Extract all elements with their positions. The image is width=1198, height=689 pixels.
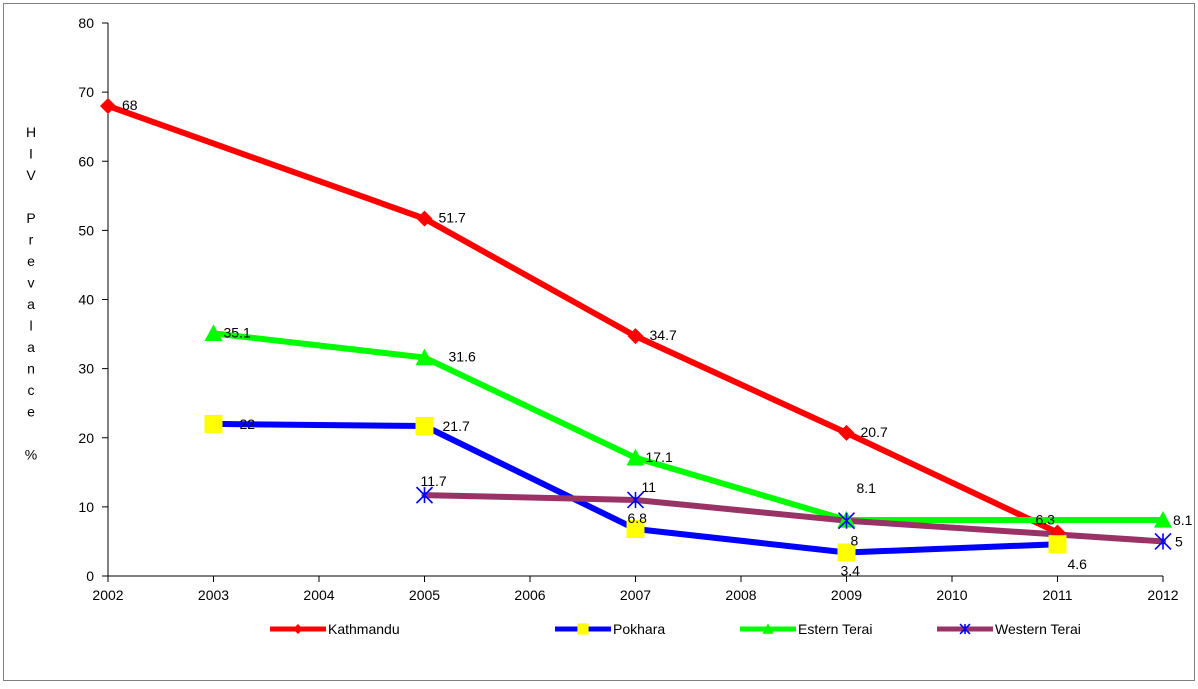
- data-label: 68: [122, 97, 138, 113]
- y-tick-label: 80: [78, 15, 94, 31]
- triangle-marker: [415, 348, 434, 366]
- y-axis-title-char: v: [28, 275, 35, 291]
- data-label: 3.4: [841, 562, 861, 578]
- axes: 0 10 20 30 40 50 60 70 80 2002 2003 2004 2005 2006 200…: [78, 15, 1178, 603]
- diamond-marker: [100, 97, 116, 114]
- chart-border: [3, 3, 1195, 681]
- data-label: 11.7: [421, 473, 447, 489]
- legend-label: Western Terai: [995, 621, 1081, 637]
- y-tick-label: 60: [78, 153, 94, 169]
- data-label: 6.8: [628, 510, 648, 526]
- data-label: 8.1: [857, 480, 877, 496]
- y-tick-label: 10: [78, 499, 94, 515]
- x-tick-label: 2008: [725, 587, 756, 603]
- square-marker: [577, 623, 589, 635]
- data-label: 22: [240, 416, 256, 432]
- asterisk-marker: [1154, 532, 1172, 551]
- legend-item-kathmandu: Kathmandu: [270, 621, 400, 637]
- x-tick-label: 2010: [936, 587, 967, 603]
- y-axis-title-char: V: [26, 167, 36, 183]
- y-axis-title-char: r: [29, 232, 34, 248]
- y-axis-title-char: I: [29, 146, 33, 162]
- y-tick-label: 40: [78, 292, 94, 308]
- asterisk-marker: [837, 512, 856, 530]
- data-label: 6.3: [1036, 511, 1056, 527]
- y-tick-label: 30: [78, 361, 94, 377]
- square-marker: [415, 416, 434, 435]
- legend-item-pokhara: Pokhara: [555, 621, 665, 637]
- asterisk-marker: [626, 491, 645, 509]
- y-tick-label: 20: [78, 430, 94, 446]
- data-label: 8.1: [1173, 512, 1193, 528]
- data-label: 51.7: [439, 210, 466, 226]
- asterisk-marker: [415, 486, 434, 504]
- legend-item-western-terai: Western Terai: [937, 621, 1081, 637]
- y-axis-title-char: c: [28, 382, 35, 398]
- diamond-marker: [838, 424, 855, 441]
- y-axis-title-char: %: [25, 447, 37, 463]
- series-markers: [100, 97, 1172, 562]
- y-axis-title-char: e: [27, 253, 35, 269]
- x-tick-label: 2012: [1147, 587, 1178, 603]
- y-axis-title-char: H: [26, 124, 36, 140]
- y-axis-title-char: a: [27, 296, 35, 312]
- data-label: 20.7: [861, 424, 888, 440]
- square-marker: [204, 414, 223, 433]
- data-label: 21.7: [443, 418, 470, 434]
- x-tick-label: 2009: [831, 587, 862, 603]
- data-label: 5: [1175, 533, 1183, 549]
- legend-label: Estern Terai: [798, 621, 872, 637]
- y-axis-title-char: a: [27, 339, 35, 355]
- triangle-marker: [1154, 511, 1172, 528]
- data-label: 4.6: [1068, 556, 1088, 572]
- x-tick-label: 2006: [514, 587, 545, 603]
- triangle-marker: [626, 448, 645, 466]
- legend-label: Pokhara: [613, 621, 665, 637]
- diamond-marker: [293, 624, 303, 634]
- x-tick-label: 2005: [409, 587, 440, 603]
- diamond-marker: [416, 210, 433, 227]
- x-tick-label: 2002: [92, 587, 123, 603]
- y-axis-title-char: n: [27, 361, 35, 377]
- square-marker: [626, 519, 645, 538]
- legend-item-estern-terai: Estern Terai: [740, 621, 872, 637]
- x-tick-label: 2007: [620, 587, 651, 603]
- y-tick-label: 0: [86, 568, 94, 584]
- square-marker: [1048, 535, 1067, 554]
- diamond-marker: [627, 328, 644, 345]
- data-label: 35.1: [224, 324, 251, 340]
- square-marker: [837, 543, 856, 562]
- y-axis-title-char: l: [29, 318, 32, 334]
- series-line-western-terai: [421, 492, 1166, 545]
- x-tick-label: 2003: [198, 587, 229, 603]
- data-label: 31.6: [449, 349, 476, 365]
- triangle-marker: [762, 623, 774, 634]
- x-tick-label: 2011: [1042, 587, 1072, 603]
- asterisk-marker: [959, 623, 971, 635]
- data-label: 8: [851, 533, 859, 549]
- y-axis-title-char: e: [27, 404, 35, 420]
- data-label: 11: [642, 479, 657, 495]
- data-labels: 68 51.7 34.7 20.7 6.3 22 21.7 6.8 3.4 4.6 35.1 31.6…: [122, 97, 1193, 579]
- y-tick-label: 70: [78, 84, 94, 100]
- data-label: 17.1: [646, 449, 673, 465]
- y-axis-title-char: P: [26, 210, 35, 226]
- legend: Kathmandu Pokhara Estern Terai Western Tera…: [270, 621, 1081, 637]
- data-label: 34.7: [650, 327, 677, 343]
- triangle-marker: [204, 324, 223, 342]
- legend-label: Kathmandu: [328, 621, 400, 637]
- x-tick-label: 2004: [303, 587, 334, 603]
- y-tick-label: 50: [78, 222, 94, 238]
